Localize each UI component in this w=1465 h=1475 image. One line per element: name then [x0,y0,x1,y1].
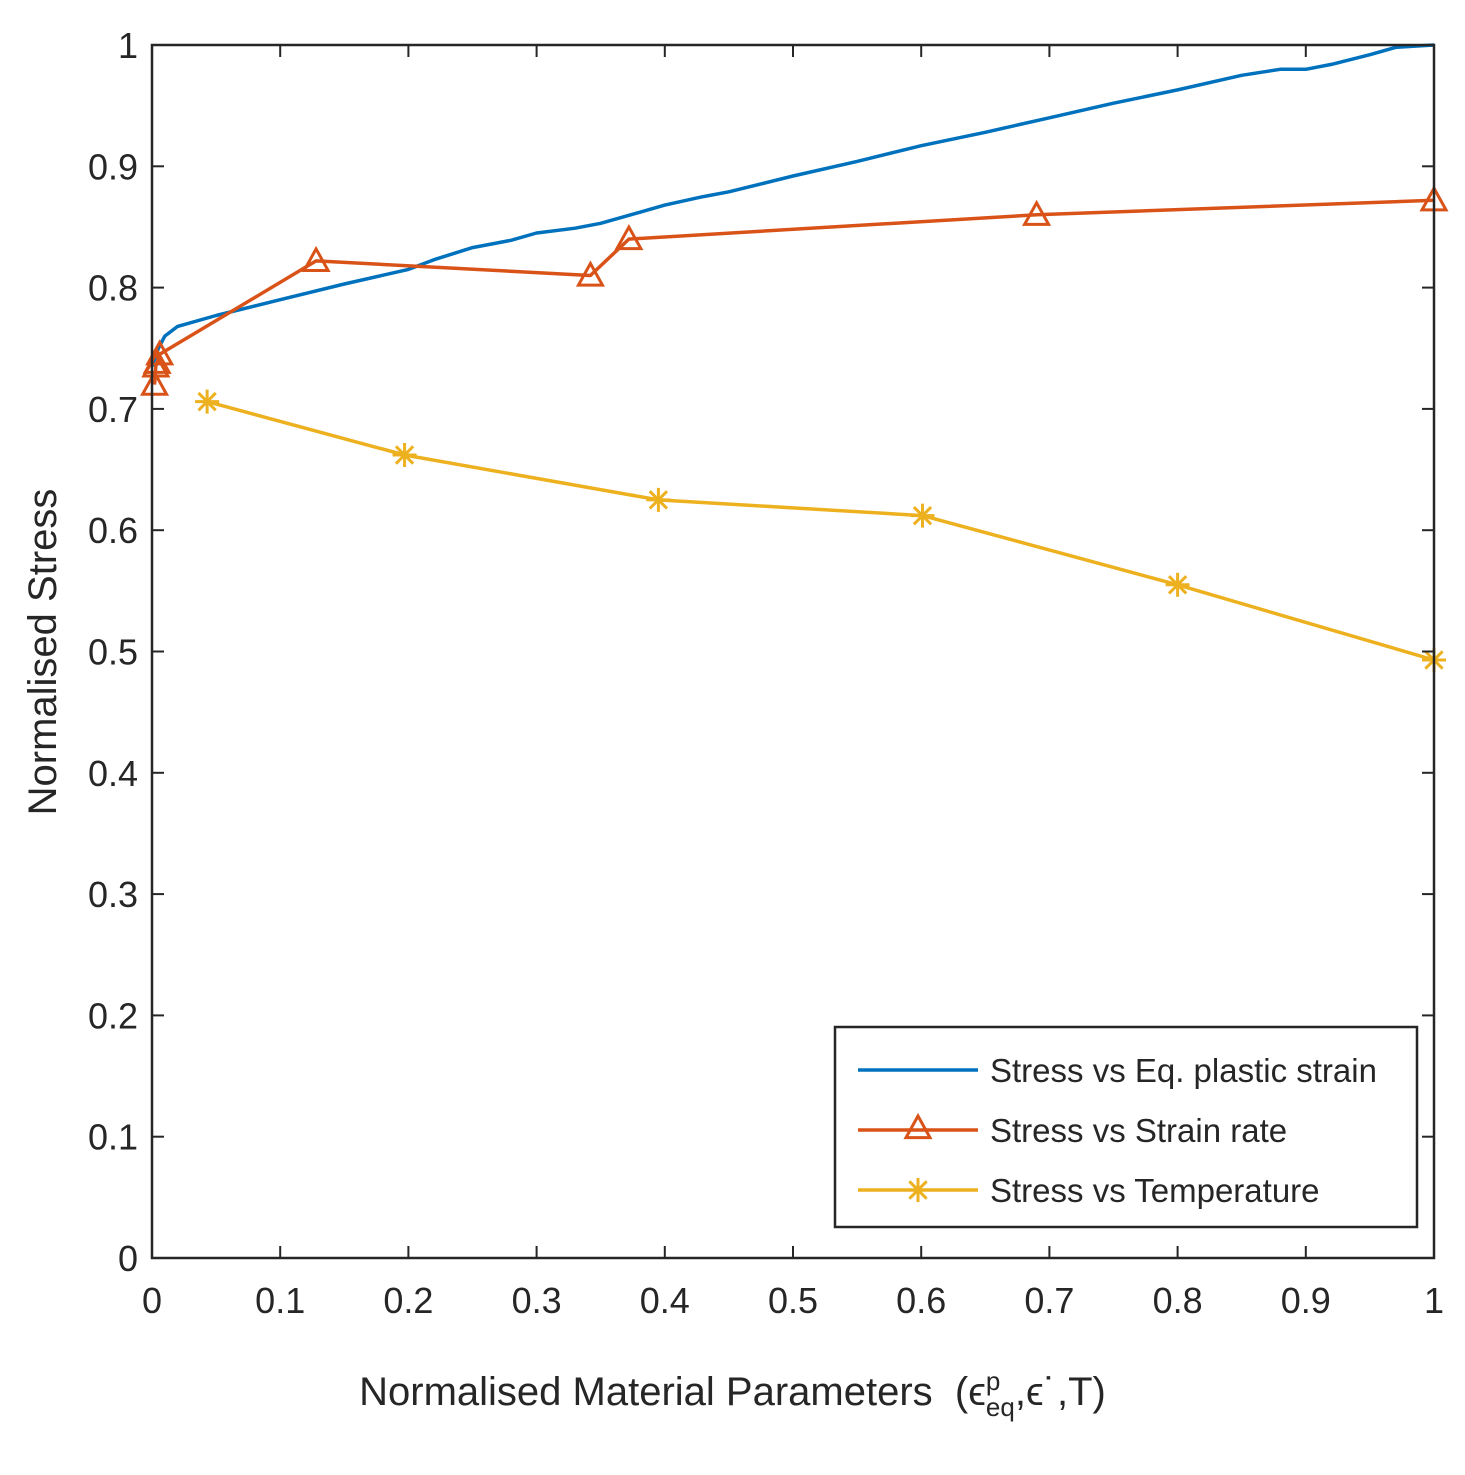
axes-box [150,43,1436,1260]
asterisk-stroke [648,490,669,510]
series-line [206,399,1435,662]
x-axis-title-symbols: (ϵ p eq, ϵ˙, T) [954,1366,1106,1422]
legend-label: Stress vs Eq. plastic strain [990,1052,1377,1089]
y-tick-label: 0.7 [88,389,138,430]
y-tick-label: 1 [118,25,138,66]
y-tick-label: 0.4 [88,753,138,794]
legend-entry: Stress vs Eq. plastic strain [858,1052,1377,1089]
x-tick-label: 0.5 [768,1280,818,1321]
data-point-triangle [575,260,605,287]
x-axis-title-text: Normalised Material Parameters [359,1369,933,1414]
y-tick-label: 0.5 [88,632,138,673]
asterisk-stroke [912,505,933,526]
x-tick-label: 0.3 [512,1280,562,1321]
x-tick-label: 0.4 [640,1280,690,1321]
data-point-asterisk [646,487,671,512]
series-1 [150,43,1435,367]
legend-entry: Stress vs Temperature [858,1172,1320,1209]
legend-entry: Stress vs Strain rate [858,1112,1287,1149]
x-tick-label: 0.7 [1024,1280,1074,1321]
y-tick-label: 0.1 [88,1117,138,1158]
y-tick-label: 0.2 [88,995,138,1036]
data-point-triangle [140,369,170,396]
axes-frame [150,43,1436,1260]
asterisk-stroke [394,445,415,465]
axes: 0 0.1 0.2 0.3 0.4 0.5 0.6 0.7 0.8 0.9 1 0 0.1 0.2 0.3 0… [88,25,1444,1321]
legend-label: Stress vs Temperature [990,1172,1320,1209]
y-tick-label: 0.6 [88,510,138,551]
x-axis-title: Normalised Material Parameters (ϵ p eq, ϵ˙… [0,1368,1465,1420]
data-point-asterisk [392,442,417,467]
x-tick-label: 0.6 [896,1280,946,1321]
x-tick-label: 0.9 [1281,1280,1331,1321]
legend: Stress vs Eq. plastic strain Stress vs St… [833,1025,1419,1229]
legend-marker-asterisk [906,1178,930,1202]
asterisk-stroke [908,1180,928,1200]
asterisk-stroke [197,391,217,412]
asterisk-stroke [1167,575,1188,595]
y-axis-title: Normalised Stress [21,489,65,816]
x-tick-label: 0.8 [1153,1280,1203,1321]
data-point-triangle [301,245,331,273]
y-tick-label: 0 [118,1238,138,1279]
legend-box [833,1025,1419,1229]
x-tick-label: 0.2 [383,1280,433,1321]
data-point-triangle [1022,199,1052,226]
legend-label: Stress vs Strain rate [990,1112,1287,1149]
y-axis-title-group: Normalised Stress [21,489,65,816]
data-point-triangle [145,339,175,366]
y-tick-label: 0.8 [88,268,138,309]
x-tick-label: 0 [142,1280,162,1321]
x-tick-label: 1 [1424,1280,1444,1321]
data-point-triangle [614,223,644,251]
series-2 [140,185,1449,396]
plot-series [140,43,1449,672]
data-point-asterisk [910,503,935,528]
legend-marker-triangle [903,1112,933,1140]
y-tick-label: 0.9 [88,146,138,187]
y-tick-label: 0.3 [88,874,138,915]
series-line [150,43,1435,367]
data-point-asterisk [1165,572,1190,597]
x-tick-label: 0.1 [255,1280,305,1321]
data-point-asterisk [195,389,220,414]
